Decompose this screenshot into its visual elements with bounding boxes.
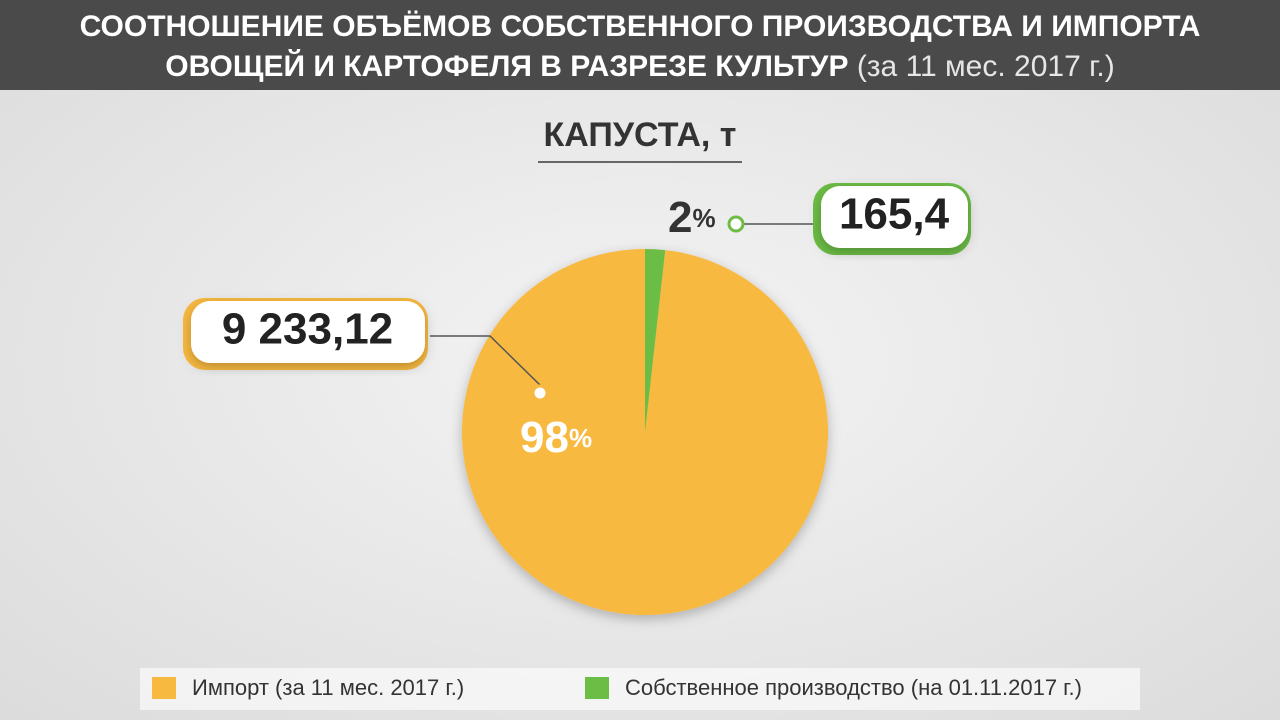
- value-box: [821, 186, 968, 248]
- percent-label: 2%: [668, 193, 716, 242]
- leader-line: [430, 335, 541, 386]
- subtitle: КАПУСТА, т: [544, 116, 737, 154]
- chart-title: СООТНОШЕНИЕ ОБЪЁМОВ СОБСТВЕННОГО ПРОИЗВО…: [80, 10, 1201, 43]
- percent-value: 98: [520, 413, 569, 462]
- header-band: [0, 0, 1280, 90]
- leader-dot: [531, 384, 549, 402]
- legend-label: Импорт (за 11 мес. 2017 г.): [192, 675, 464, 700]
- pie-slice: [461, 249, 828, 615]
- percent-unit: %: [692, 203, 715, 233]
- pie: [461, 249, 828, 615]
- leader-dot: [727, 215, 745, 233]
- title-note: (за 11 мес. 2017 г.): [857, 50, 1115, 83]
- percent-unit: %: [569, 423, 592, 453]
- legend-swatch: [585, 677, 609, 699]
- chart-title-line: ОВОЩЕЙ И КАРТОФЕЛЯ В РАЗРЕЗЕ КУЛЬТУР: [165, 49, 848, 83]
- chart-title: ОВОЩЕЙ И КАРТОФЕЛЯ В РАЗРЕЗЕ КУЛЬТУР (за…: [165, 49, 1114, 83]
- legend-band: [140, 668, 1140, 710]
- pie-slice: [645, 249, 666, 432]
- value-label: 165,4: [839, 190, 950, 239]
- percent-value: 2: [668, 193, 692, 242]
- legend-label: Собственное производство (на 01.11.2017 …: [625, 675, 1082, 700]
- percent-label: 98%: [520, 413, 592, 462]
- legend-swatch: [152, 677, 176, 699]
- value-label: 9 233,12: [222, 305, 393, 354]
- value-box: [191, 301, 425, 363]
